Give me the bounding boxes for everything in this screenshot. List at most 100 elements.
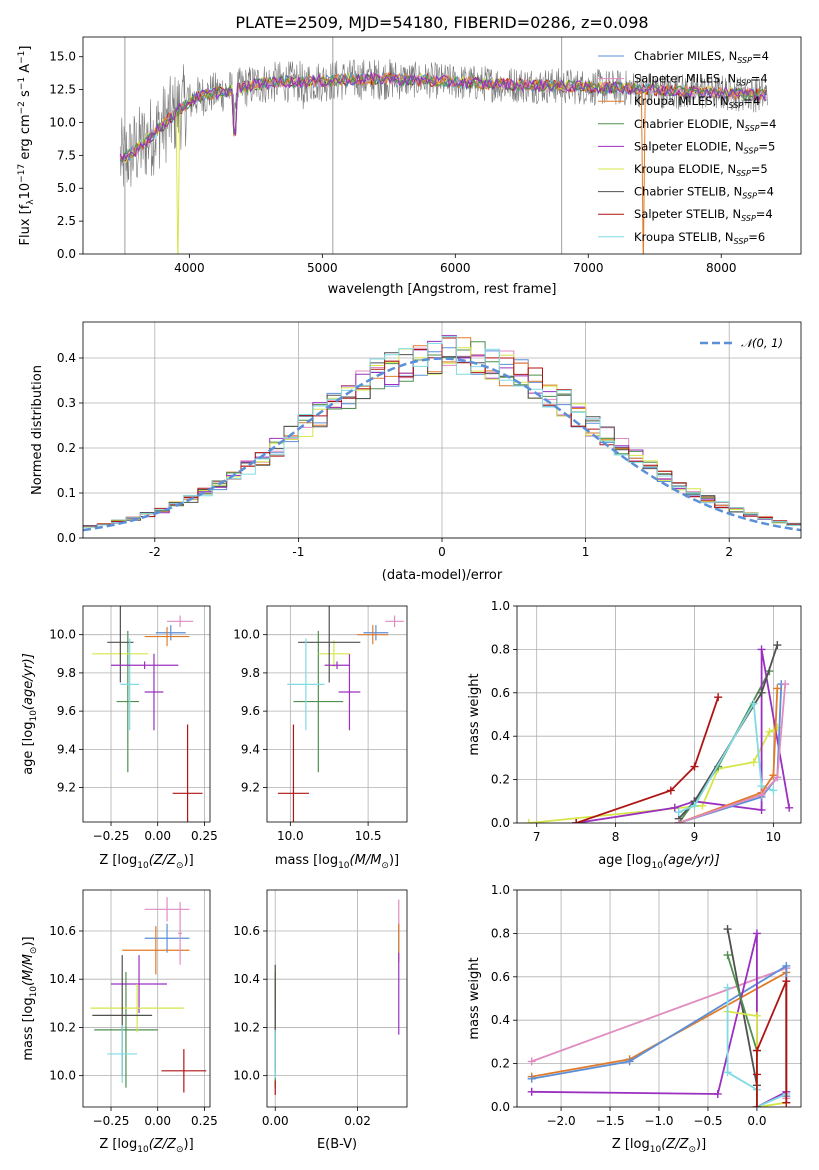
weight-marker	[757, 790, 766, 799]
weight-marker	[749, 699, 758, 708]
mass-vs-Z-ylabel: mass [log10(M/M⊙)]	[21, 936, 39, 1060]
weight-marker	[757, 688, 766, 697]
spectrum-ytick-label: 7.5	[57, 148, 76, 162]
ylabel-pre: age [log	[21, 722, 36, 775]
legend-sub: SSP	[742, 192, 757, 201]
model-line-chabrier-elodie	[119, 73, 767, 164]
age-vs-mass-frame	[266, 605, 408, 823]
weight-marker	[723, 983, 732, 992]
weight-marker	[674, 808, 683, 817]
xlabel-sub: 10	[650, 1145, 662, 1155]
legend-tail: =4	[743, 94, 760, 108]
age-vs-Z-xtick-label: 0.00	[144, 829, 171, 843]
weight-marker	[723, 1068, 732, 1077]
xlabel-sun: ⊙	[381, 861, 389, 871]
weight-vs-age-plot	[524, 641, 794, 823]
weight-marker	[781, 680, 790, 689]
legend-text: Kroupa MILES, N	[634, 94, 729, 108]
xlabel-end: )]	[389, 853, 399, 868]
mass-vs-EBV-xtick-label: 0.02	[344, 1114, 371, 1128]
legend-text: Salpeter ELODIE, N	[634, 139, 744, 153]
xlabel-post: (Z/Z	[661, 1137, 689, 1152]
weight-marker	[749, 758, 758, 767]
weight-marker	[674, 819, 683, 823]
weight-marker	[690, 762, 699, 771]
mass-vs-Z-xtick-label: −0.25	[93, 1114, 130, 1128]
age-vs-Z-ytick-label: 9.8	[57, 666, 76, 680]
ylabel-post: (M/M	[21, 954, 36, 986]
xlabel-post: (Z/Z	[149, 853, 177, 868]
weight-vs-Z-ylabel: mass weight	[467, 957, 482, 1039]
weight-marker	[773, 684, 782, 693]
weight-marker	[769, 786, 778, 795]
legend-tail: =4	[757, 185, 774, 199]
weight-marker	[690, 801, 699, 810]
residuals-xtick-label: 1	[582, 545, 590, 559]
ylabel-part: −1	[17, 77, 27, 90]
age-vs-mass-panel: 10.0 10.5 9.2 9.4 9.6 9.8 10.0 mass [log10(M/M⊙…	[233, 605, 408, 871]
mass-vs-EBV-xlabel: E(B-V)	[317, 1137, 357, 1152]
mass-vs-EBV-plot	[274, 899, 400, 1095]
normal-curve	[83, 357, 801, 532]
ylabel-post: (age/yr)]	[21, 653, 36, 710]
age-vs-mass-xtick-label: 10.0	[277, 829, 304, 843]
ylabel-part: s	[18, 90, 33, 101]
legend-tail: =4	[756, 207, 773, 221]
mass-vs-EBV-xtick-label: 0.00	[262, 1114, 289, 1128]
ylabel-end: )]	[21, 936, 36, 946]
figure-title: PLATE=2509, MJD=54180, FIBERID=0286, z=0…	[235, 13, 648, 32]
spectrum-ytick-label: 15.0	[49, 50, 76, 64]
legend-text: Salpeter MILES, N	[634, 72, 736, 86]
weight-line-chabrier-elodie	[677, 670, 771, 823]
weight-marker	[527, 1057, 536, 1066]
legend-sub: SSP	[744, 146, 759, 155]
weight-line-kroupa-elodie	[528, 726, 778, 823]
weight-marker	[527, 1087, 536, 1096]
ylabel-part: 10	[18, 183, 33, 200]
mass-vs-EBV-grid	[267, 890, 407, 1107]
weight-marker	[752, 1070, 761, 1079]
mass-vs-Z-ytick-label: 10.2	[49, 1020, 76, 1034]
ylabel-part: −17	[17, 164, 27, 183]
age-vs-Z-ytick-label: 9.2	[57, 781, 76, 795]
ylabel-pre: mass [log	[21, 997, 36, 1060]
spectrum-plot	[119, 37, 768, 254]
weight-marker	[782, 1098, 791, 1107]
weight-vs-age-xtick-label: 9	[691, 830, 699, 844]
weight-vs-age-ytick-label: 0.2	[491, 773, 510, 787]
weight-line-kroupa-miles	[678, 688, 779, 823]
weight-vs-age-ytick-label: 0.8	[491, 642, 510, 656]
weight-vs-age-xtick-label: 8	[612, 830, 620, 844]
mass-vs-Z-plot	[90, 897, 207, 1093]
legend-sub: SSP	[729, 101, 744, 110]
residuals-xlabel: (data-model)/error	[382, 568, 503, 583]
residuals-ytick-label: 0.2	[57, 441, 76, 455]
weight-vs-Z-ytick-label: 1.0	[491, 883, 510, 897]
ylabel-part: A	[18, 64, 33, 77]
residuals-xtick-label: -1	[292, 545, 304, 559]
residuals-ytick-label: 0.1	[57, 486, 76, 500]
legend-label: Salpeter ELODIE, NSSP=5	[634, 139, 775, 155]
weight-vs-Z-ytick-label: 0.0	[491, 1100, 510, 1114]
xlabel-sun: ⊙	[688, 1145, 696, 1155]
weight-marker	[670, 803, 679, 812]
xlabel-pre: Z [log	[99, 853, 137, 868]
weight-marker	[782, 977, 791, 986]
xlabel-post: (M/M	[350, 853, 382, 868]
spectrum-xtick-label: 7000	[573, 261, 604, 275]
weight-vs-Z-ytick-label: 0.2	[491, 1057, 510, 1071]
spectrum-ylabel: Flux [fλ10−17 erg cm−2 s−1 A−1]	[17, 46, 36, 246]
weight-vs-age-grid	[517, 605, 801, 824]
weight-marker	[723, 925, 732, 934]
age-vs-mass-ytick-label: 9.2	[241, 781, 260, 795]
legend-tail: =4	[751, 72, 768, 86]
age-vs-mass-ytick-label: 9.6	[241, 704, 260, 718]
age-vs-Z-plot	[92, 606, 203, 822]
weight-marker	[785, 803, 794, 812]
legend-sub: SSP	[737, 56, 752, 65]
weight-vs-Z-panel: −2.0 −1.5 −1.0 −0.5 0.0 0.0 0.2 0.4 0.6 0.8 1.0 mas…	[467, 883, 802, 1155]
weight-vs-age-ylabel: mass weight	[467, 673, 482, 755]
